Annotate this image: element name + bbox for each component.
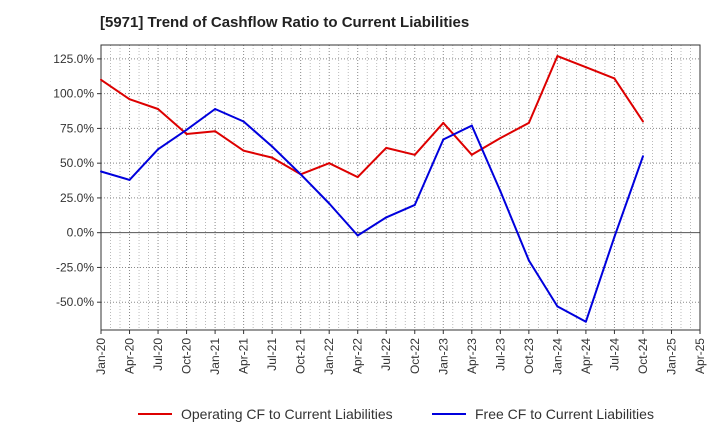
data-point	[328, 162, 331, 165]
data-point	[584, 66, 587, 69]
x-tick-label: Jul-21	[265, 338, 279, 371]
data-point	[356, 234, 359, 237]
data-point	[499, 189, 502, 192]
data-point	[128, 178, 131, 181]
x-tick-label: Oct-21	[294, 338, 308, 374]
data-point	[499, 137, 502, 140]
data-point	[185, 132, 188, 135]
data-point	[442, 121, 445, 124]
data-point	[242, 120, 245, 123]
x-tick-label: Jan-24	[550, 338, 564, 375]
y-tick-label: 0.0%	[67, 226, 95, 240]
data-point	[214, 130, 217, 133]
x-tick-label: Apr-24	[579, 338, 593, 374]
data-point	[442, 138, 445, 141]
data-point	[100, 78, 102, 81]
y-tick-label: -50.0%	[56, 295, 94, 309]
data-point	[470, 153, 473, 156]
x-tick-label: Oct-24	[636, 338, 650, 374]
x-tick-label: Apr-21	[237, 338, 251, 374]
x-tick-label: Jan-23	[436, 338, 450, 375]
y-tick-label: 50.0%	[60, 156, 94, 170]
x-tick-label: Jul-23	[493, 338, 507, 371]
data-point	[527, 121, 530, 124]
y-tick-label: 25.0%	[60, 191, 94, 205]
y-tick-label: 125.0%	[53, 52, 94, 66]
data-point	[527, 259, 530, 262]
x-tick-label: Jul-22	[379, 338, 393, 371]
x-tick-label: Jan-21	[208, 338, 222, 375]
x-tick-label: Apr-20	[123, 338, 137, 374]
x-tick-label: Jan-22	[322, 338, 336, 375]
data-point	[271, 156, 274, 159]
plot-area-border	[100, 44, 701, 331]
data-point	[385, 216, 388, 219]
x-tick-label: Jul-24	[607, 338, 621, 371]
data-point	[556, 55, 559, 58]
legend-label-1: Operating CF to Current Liabilities	[181, 406, 393, 422]
data-point	[128, 98, 131, 101]
x-tick-label: Jan-20	[94, 338, 108, 375]
x-tick-label: Apr-22	[351, 338, 365, 374]
legend-label-2: Free CF to Current Liabilities	[475, 406, 654, 422]
data-point	[641, 120, 644, 123]
data-point	[641, 155, 644, 158]
data-point	[299, 173, 302, 176]
data-point	[356, 176, 359, 179]
data-point	[328, 202, 331, 205]
data-point	[242, 149, 245, 152]
data-point	[613, 235, 616, 238]
chart-title: [5971] Trend of Cashflow Ratio to Curren…	[100, 14, 470, 31]
x-tick-label: Oct-22	[408, 338, 422, 374]
data-point	[157, 148, 160, 151]
x-tick-label: Oct-20	[180, 338, 194, 374]
data-point	[214, 107, 217, 110]
data-point	[385, 146, 388, 149]
series-line-2	[100, 108, 644, 323]
data-point	[157, 107, 160, 110]
data-point	[413, 153, 416, 156]
y-tick-label: -25.0%	[56, 260, 94, 274]
series-line-1	[100, 55, 644, 179]
data-point	[185, 128, 188, 131]
x-tick-label: Jul-20	[151, 338, 165, 371]
data-point	[413, 203, 416, 206]
y-tick-label: 100.0%	[53, 87, 94, 101]
x-tick-label: Apr-25	[693, 338, 707, 374]
data-point	[584, 320, 587, 323]
y-tick-label: 75.0%	[60, 121, 94, 135]
x-tick-label: Oct-23	[522, 338, 536, 374]
data-point	[271, 145, 274, 148]
x-tick-label: Jan-25	[664, 338, 678, 375]
data-point	[470, 124, 473, 127]
x-tick-label: Apr-23	[465, 338, 479, 374]
data-point	[556, 305, 559, 308]
data-point	[100, 170, 102, 173]
data-point	[613, 77, 616, 80]
